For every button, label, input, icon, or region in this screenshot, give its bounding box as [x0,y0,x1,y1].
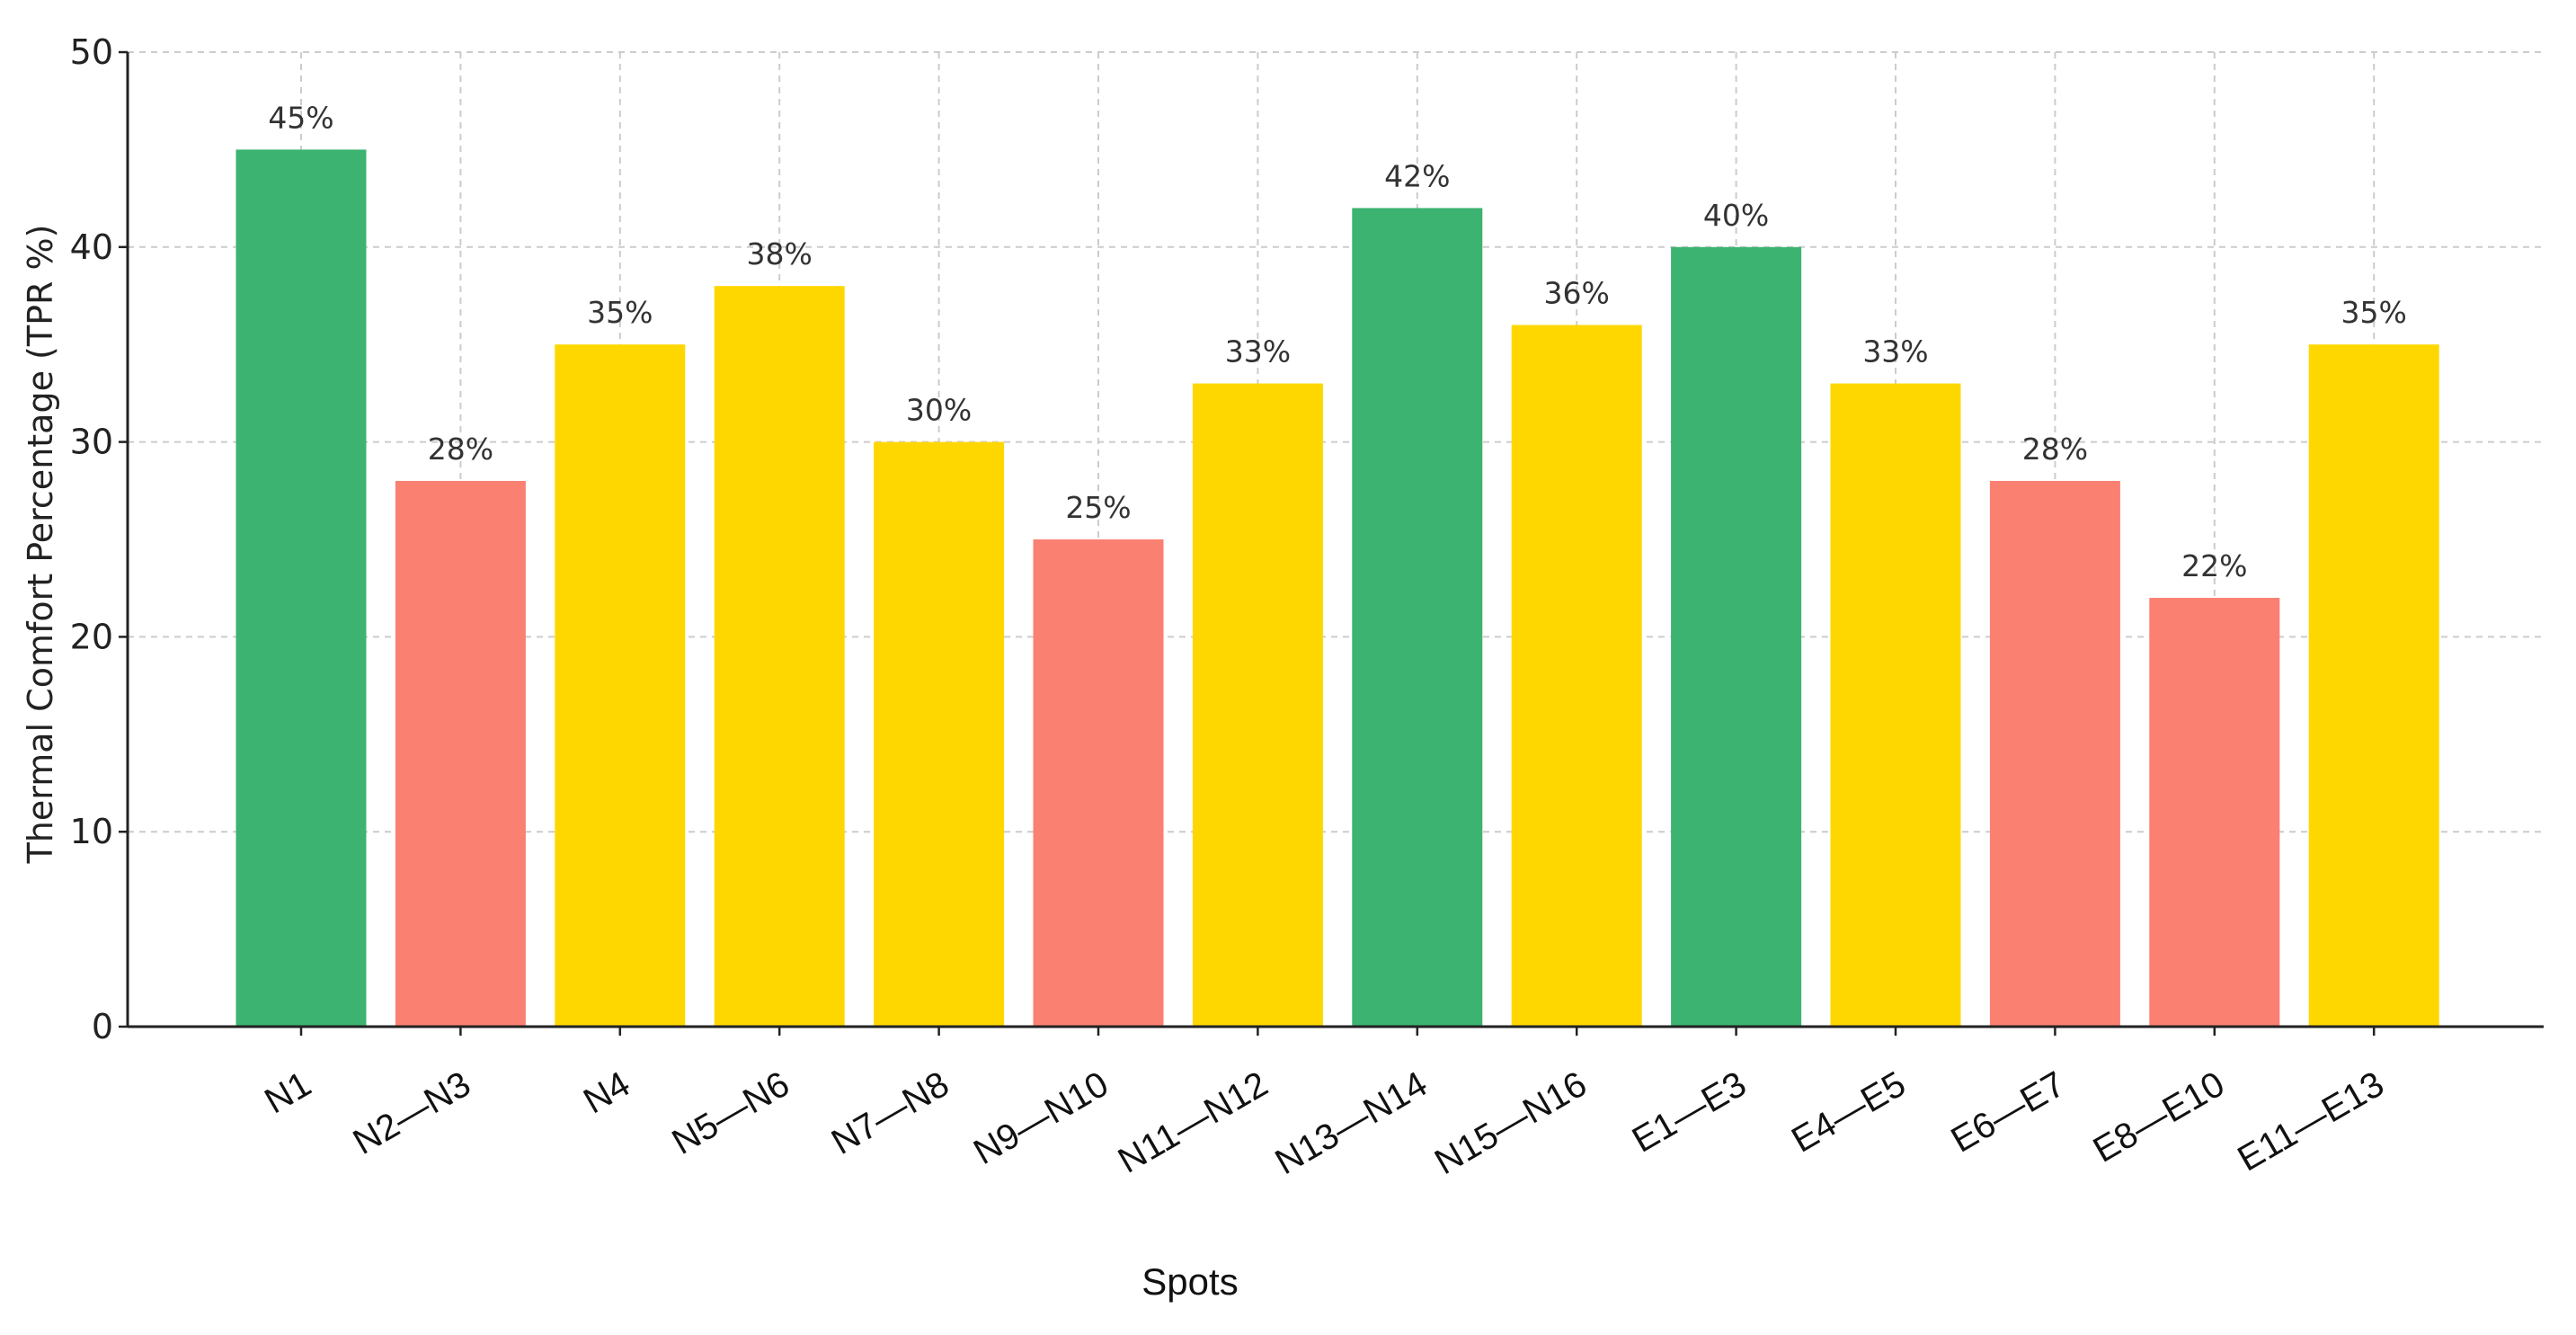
y-tick-label: 20 [70,617,113,656]
bars [235,149,2439,1028]
x-tick-label: N15—N16 [1428,1064,1594,1182]
x-tick-label: N1 [258,1064,317,1122]
x-tick-label: E11—E13 [2231,1064,2390,1179]
bar [1671,246,1802,1027]
y-tick-label: 10 [70,812,113,851]
y-tick-label: 40 [70,227,113,267]
bar [555,344,686,1027]
bar-value-label: 35% [587,295,653,330]
x-tick-label: N5—N6 [665,1064,795,1162]
bar [1033,539,1164,1027]
bar [395,480,526,1027]
bar [874,441,1005,1028]
bar [1192,383,1323,1027]
bar [1989,480,2120,1027]
bar-value-label: 35% [2341,295,2407,330]
bar-value-label: 38% [747,236,813,271]
x-tick-label: N11—N12 [1112,1064,1275,1181]
x-tick-label: E4—E5 [1785,1064,1912,1161]
bar [2308,344,2439,1027]
bar-value-label: 33% [1225,334,1291,369]
x-tick-label: N2—N3 [347,1064,477,1162]
bar [714,286,845,1027]
bar-value-label: 22% [2181,548,2247,583]
bar-value-label: 42% [1384,158,1450,193]
bar-value-label: 28% [428,432,493,467]
x-tick-label: E1—E3 [1626,1064,1753,1161]
x-axis-title: Spots [1141,1260,1238,1303]
bar-value-label: 36% [1544,276,1610,311]
x-tick-label: N4 [577,1064,636,1122]
axes [119,50,2544,1036]
bar-value-label: 45% [268,100,333,135]
bar-value-label: 30% [906,393,972,428]
x-tick-label: E8—E10 [2087,1064,2232,1170]
bar [2149,598,2280,1027]
bar [1830,383,1961,1027]
bar-value-label: 40% [1703,198,1769,233]
x-tick-label: E6—E7 [1945,1064,2072,1161]
y-axis-title: Thermal Comfort Percentage (TPR %) [21,225,60,865]
x-tick-label: N9—N10 [967,1064,1115,1172]
y-tick-label: 30 [70,423,113,462]
x-tick-label: N7—N8 [825,1064,955,1162]
bar [235,149,367,1027]
y-tick-label: 50 [70,32,113,72]
bar [1511,325,1642,1027]
bar-value-label: 28% [2022,432,2088,467]
bar [1352,208,1483,1027]
x-tick-label: N13—N14 [1269,1064,1435,1182]
bar-value-label: 33% [1862,334,1928,369]
bar-value-label: 25% [1065,490,1131,525]
y-tick-label: 0 [92,1007,113,1046]
